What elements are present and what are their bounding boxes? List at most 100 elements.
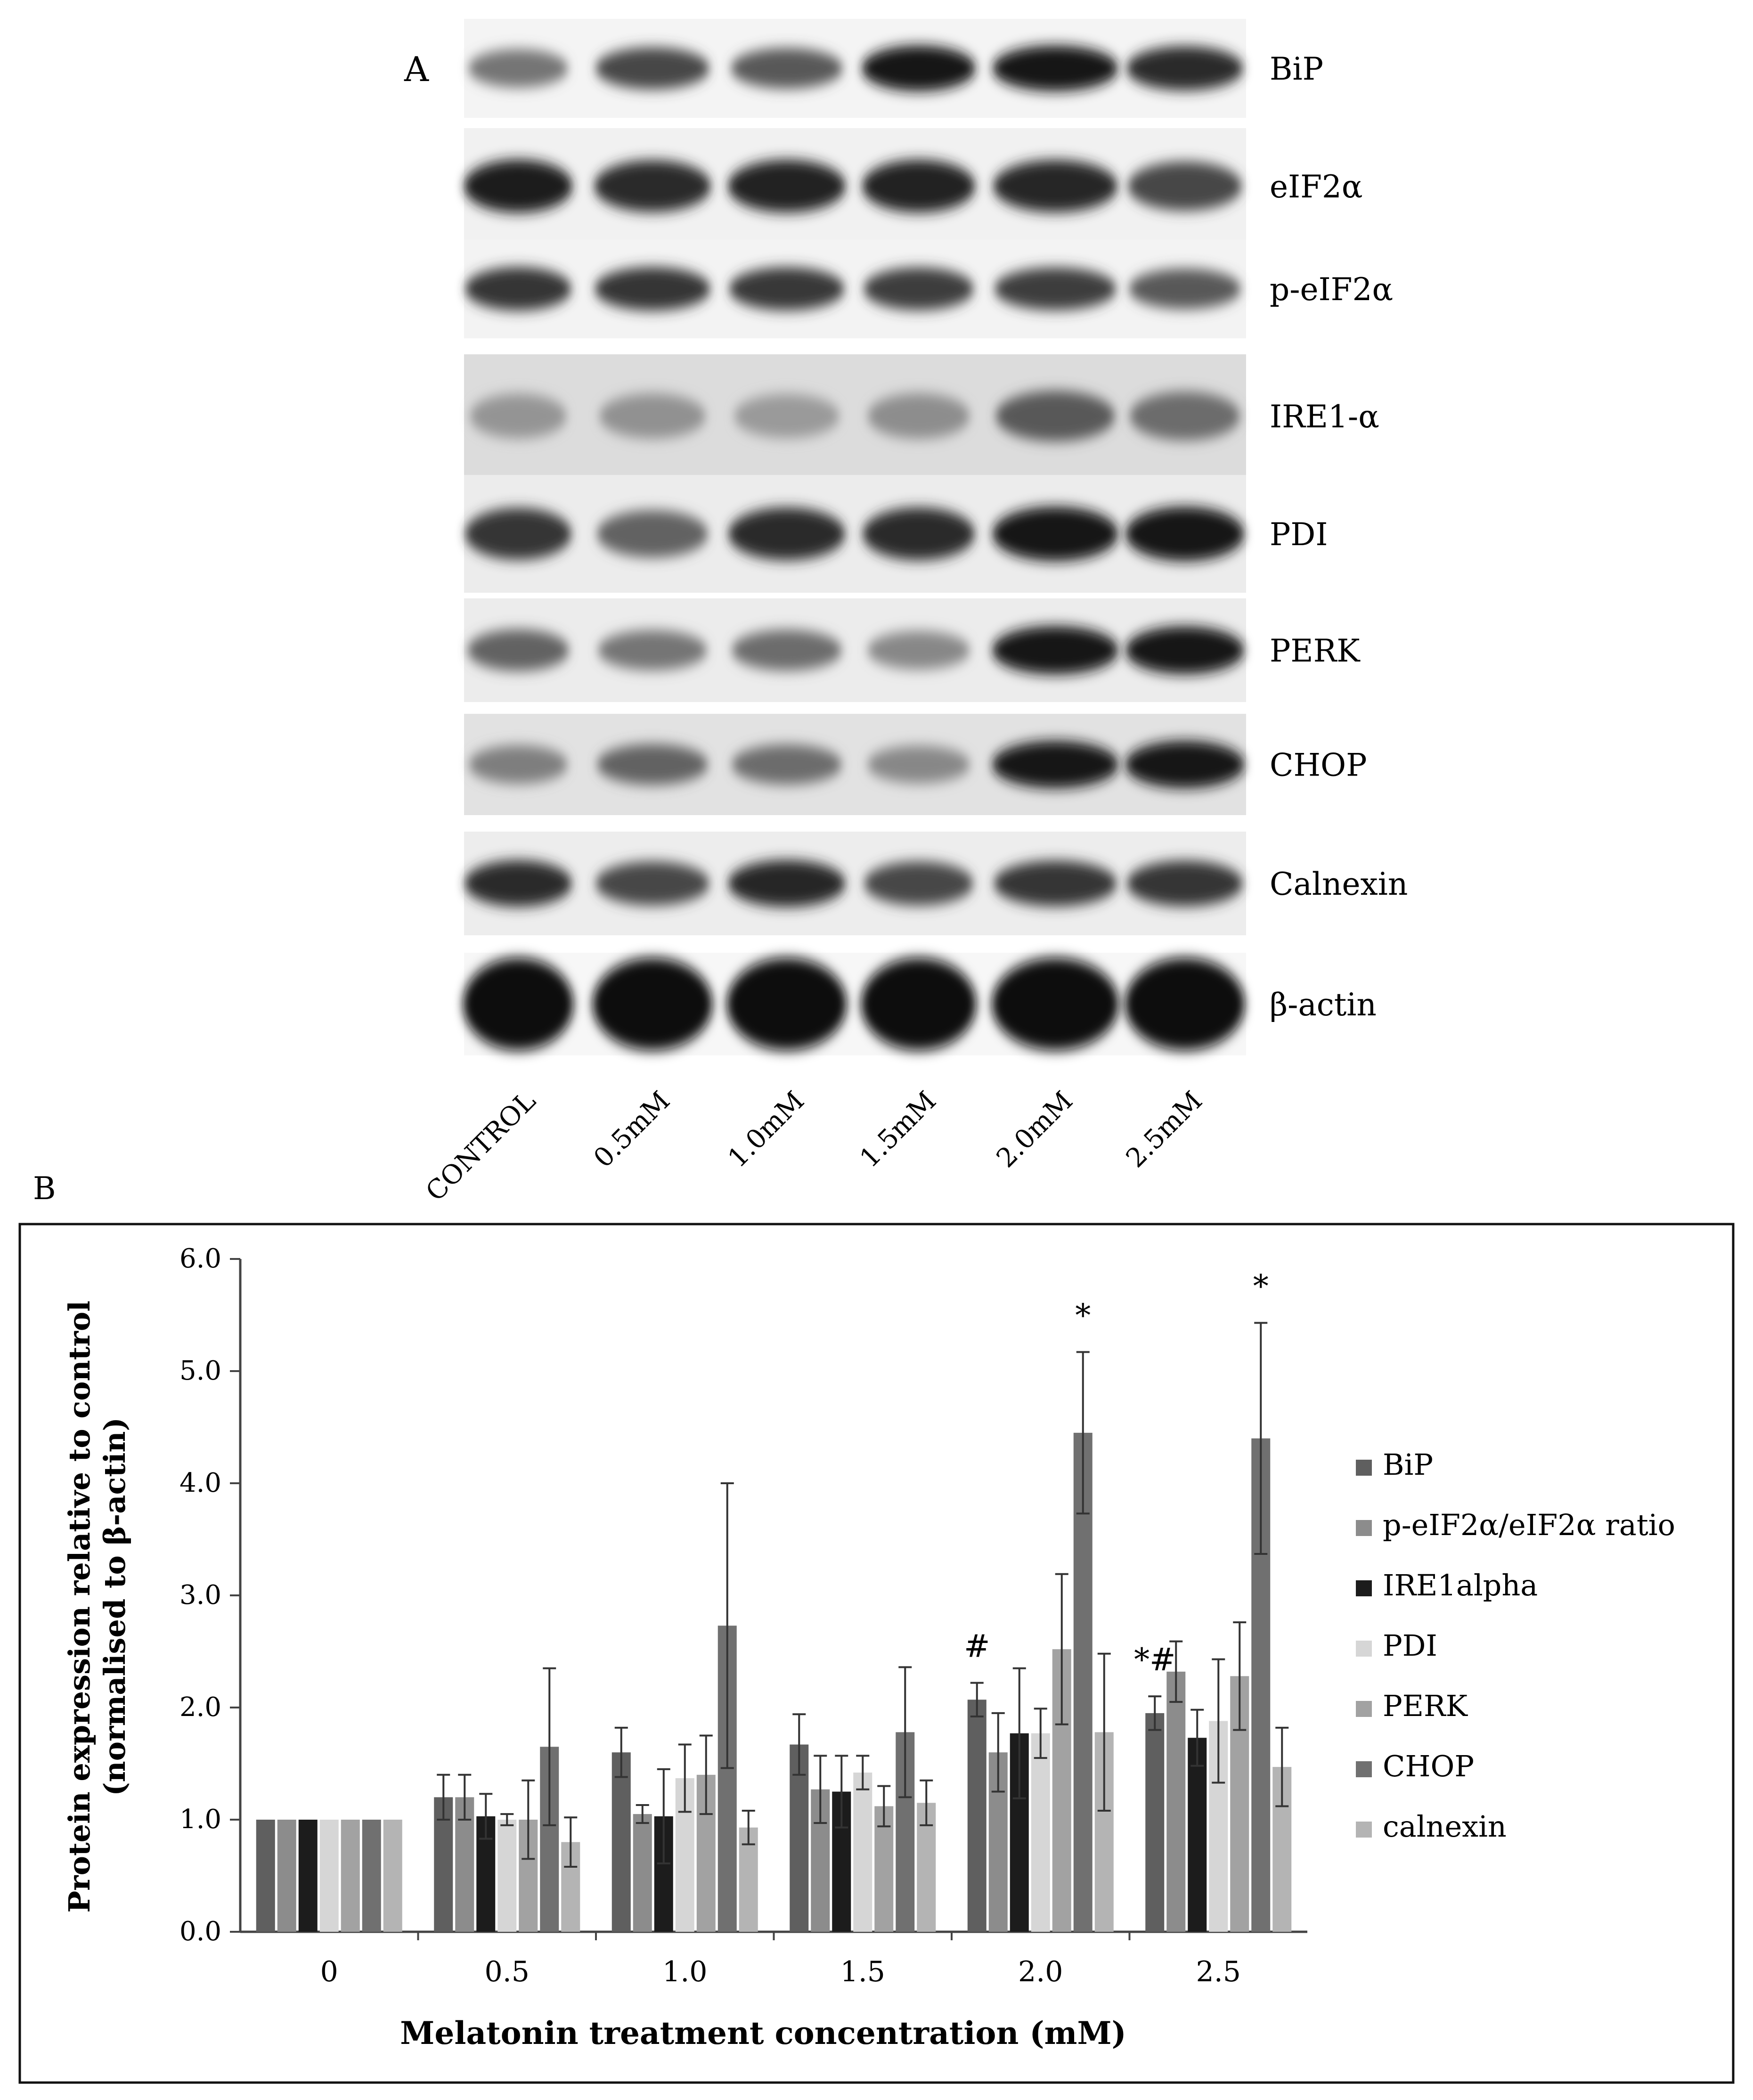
band-ire1-lane-6 <box>1129 392 1240 441</box>
y-tick-label: 6.0 <box>179 1243 221 1274</box>
bar-ire1alpha-0 <box>298 1820 318 1932</box>
band-actin-lane-2 <box>592 957 713 1051</box>
legend-label-perk: PERK <box>1383 1689 1468 1723</box>
band-p-eif2-lane-3 <box>728 267 845 311</box>
band-actin-lane-1 <box>463 957 574 1051</box>
band-perk-lane-6 <box>1125 626 1245 674</box>
band-chop-lane-5 <box>992 741 1119 788</box>
legend-swatch-pdi <box>1356 1641 1372 1657</box>
x-tick-label: 1.0 <box>662 1955 707 1988</box>
band-calnexin-lane-6 <box>1126 860 1243 907</box>
blot-label-calnexin: Calnexin <box>1270 866 1408 902</box>
band-eif2-lane-3 <box>727 160 846 212</box>
blot-label-ire1: IRE1-α <box>1270 399 1379 435</box>
blot-label-p-eif2: p-eIF2α <box>1270 271 1393 308</box>
significance-marker: * <box>1075 1298 1091 1334</box>
blot-perk: PERK <box>464 598 1361 702</box>
blot-label-eif2: eIF2α <box>1270 169 1362 205</box>
blot-label-bip: BiP <box>1270 51 1323 87</box>
band-calnexin-lane-2 <box>595 861 710 906</box>
band-pdi-lane-6 <box>1125 507 1245 561</box>
y-tick-label: 4.0 <box>179 1468 221 1498</box>
band-ire1-lane-5 <box>995 391 1115 441</box>
band-ire1-lane-1 <box>469 393 567 439</box>
x-axis-title: Melatonin treatment concentration (mM) <box>400 2015 1126 2051</box>
bar-pdi-0 <box>319 1820 339 1932</box>
band-bip-lane-3 <box>730 48 843 89</box>
chart-frame <box>18 1223 1735 2084</box>
band-p-eif2-lane-4 <box>863 267 974 311</box>
bar-bip-1.0 <box>612 1752 631 1932</box>
significance-marker: * <box>1253 1268 1269 1305</box>
band-ire1-lane-3 <box>734 394 840 438</box>
band-calnexin-lane-4 <box>864 861 974 906</box>
band-perk-lane-2 <box>597 630 708 670</box>
legend-swatch-calnexin <box>1356 1822 1372 1838</box>
bar-perk-0 <box>341 1820 360 1932</box>
bar-pdi-0.5 <box>497 1820 517 1932</box>
band-chop-lane-1 <box>468 745 568 784</box>
lane-label-1-5mm: 1.5mM <box>854 1086 942 1174</box>
band-p-eif2-lane-5 <box>994 267 1117 311</box>
band-ire1-lane-2 <box>599 393 706 439</box>
bar-pdi-1.5 <box>853 1773 872 1932</box>
blot-ire1: IRE1-α <box>464 354 1379 478</box>
western-blot-panel: BiP eIF2α p-eIF2α IRE1-α PDI PERK CHOP Calnexin… <box>463 19 1408 1055</box>
lane-labels: CONTROL 0.5mM 1.0mM 1.5mM 2.0mM 2.5mM <box>420 1086 1208 1207</box>
legend-label-ire1alpha: IRE1alpha <box>1383 1568 1538 1602</box>
y-tick-label: 3.0 <box>179 1580 221 1610</box>
y-tick-label: 2.0 <box>179 1692 221 1723</box>
bar-chart: 0.0 1.0 2.0 3.0 4.0 5.0 6.0 0 0.5 1.0 1.5 2.0 2.5 # * *… <box>179 1243 1307 1988</box>
band-eif2-lane-6 <box>1127 161 1242 211</box>
y-tick-label: 5.0 <box>179 1356 221 1386</box>
band-p-eif2-lane-2 <box>594 267 711 311</box>
band-chop-lane-4 <box>867 745 970 784</box>
legend-label-p-eif2-eif2-ratio: p-eIF2α/eIF2α ratio <box>1383 1508 1675 1542</box>
band-bip-lane-1 <box>468 49 569 88</box>
lane-label-2-0mm: 2.0mM <box>991 1086 1079 1174</box>
band-pdi-lane-1 <box>465 508 572 560</box>
band-bip-lane-2 <box>595 47 710 90</box>
bar-p-eif2-eif2-ratio-0 <box>277 1820 296 1932</box>
x-tick-label: 2.5 <box>1196 1955 1241 1988</box>
blot-bip: BiP <box>464 19 1323 118</box>
band-chop-lane-2 <box>596 744 709 785</box>
band-pdi-lane-2 <box>596 510 709 558</box>
band-calnexin-lane-1 <box>464 860 572 907</box>
blot-p-eif2: p-eIF2α <box>464 239 1393 338</box>
band-bip-lane-4 <box>861 45 976 91</box>
blot-calnexin: Calnexin <box>464 832 1408 935</box>
legend-swatch-ire1alpha <box>1356 1580 1372 1596</box>
band-perk-lane-4 <box>867 631 970 670</box>
band-calnexin-lane-5 <box>994 860 1117 907</box>
legend-label-calnexin: calnexin <box>1383 1809 1507 1844</box>
bar-bip-2.0 <box>967 1700 987 1932</box>
band-bip-lane-6 <box>1126 46 1244 90</box>
blot-label-pdi: PDI <box>1270 516 1328 553</box>
significance-marker: *# <box>1134 1642 1175 1678</box>
band-perk-lane-5 <box>992 626 1119 675</box>
x-tick-label: 2.0 <box>1018 1955 1063 1988</box>
legend-label-pdi: PDI <box>1383 1628 1437 1663</box>
band-chop-lane-6 <box>1125 741 1245 788</box>
blot-chop: CHOP <box>464 714 1367 815</box>
x-tick-label: 0.5 <box>485 1955 530 1988</box>
band-p-eif2-lane-6 <box>1128 268 1241 310</box>
significance-marker: # <box>964 1628 990 1665</box>
band-actin-lane-4 <box>861 957 977 1051</box>
bar-calnexin-0 <box>383 1820 402 1932</box>
legend-swatch-chop <box>1356 1761 1372 1777</box>
band-eif2-lane-4 <box>862 160 976 212</box>
x-tick-label: 0 <box>320 1955 338 1988</box>
chart-legend: BiP p-eIF2α/eIF2α ratio IRE1alpha PDI PERK CH… <box>1356 1447 1675 1844</box>
bar-bip-0 <box>256 1820 275 1932</box>
band-actin-lane-3 <box>726 957 847 1051</box>
band-calnexin-lane-3 <box>727 860 846 907</box>
panel-a-label: A <box>404 49 429 89</box>
band-p-eif2-lane-1 <box>465 267 572 311</box>
legend-swatch-perk <box>1356 1701 1372 1717</box>
bar-chop-2.0 <box>1073 1432 1093 1932</box>
bar-pdi-2.0 <box>1031 1733 1050 1932</box>
bar-chop-0 <box>362 1820 381 1932</box>
